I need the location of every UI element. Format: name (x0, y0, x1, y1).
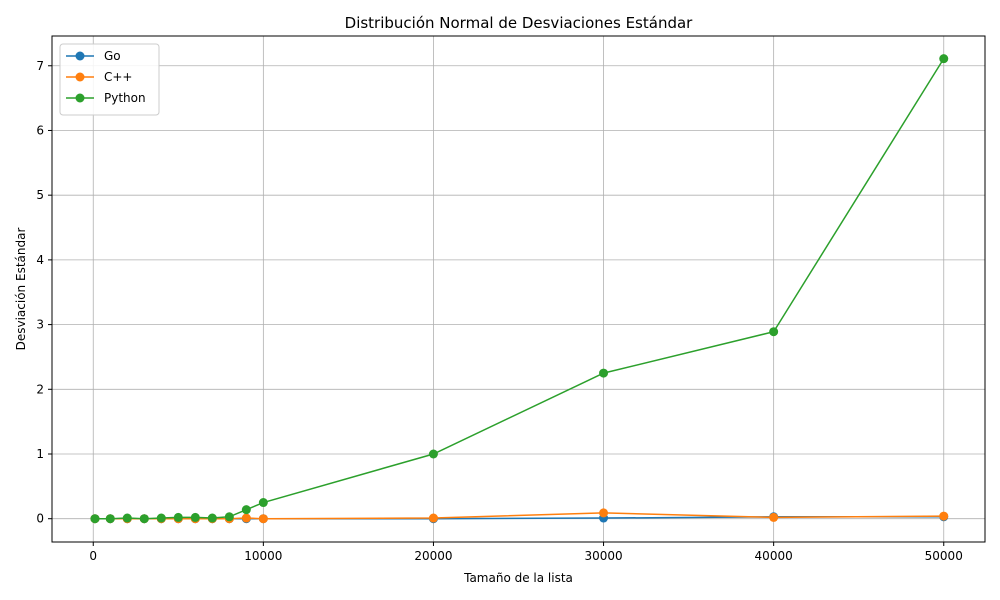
data-point (173, 512, 183, 522)
plot-frame (51, 35, 986, 543)
legend-marker (75, 51, 85, 61)
data-point (90, 514, 100, 524)
data-point (105, 514, 115, 524)
y-tick-label: 1 (36, 447, 44, 461)
y-tick-label: 4 (36, 253, 44, 267)
grid (52, 36, 985, 542)
y-tick-label: 6 (36, 123, 44, 137)
legend-label: C++ (104, 70, 133, 84)
data-point (258, 498, 268, 508)
series-c- (90, 508, 949, 524)
data-point (428, 513, 438, 523)
data-point (258, 514, 268, 524)
x-tick-label: 20000 (414, 549, 452, 563)
x-tick-label: 30000 (584, 549, 622, 563)
data-point (939, 54, 949, 64)
data-point (599, 368, 609, 378)
y-tick-label: 2 (36, 382, 44, 396)
y-tick-label: 7 (36, 59, 44, 73)
legend-marker (75, 93, 85, 103)
data-point (190, 512, 200, 522)
legend-item: Go (66, 49, 121, 63)
legend: Go C++ Python (59, 43, 160, 116)
legend-label: Go (104, 49, 121, 63)
data-point (769, 512, 779, 522)
data-point (241, 505, 251, 515)
legend-item: C++ (66, 70, 133, 84)
y-tick-label: 0 (36, 512, 44, 526)
x-tick-label: 50000 (925, 549, 963, 563)
data-point (599, 508, 609, 518)
y-tick-label: 3 (36, 318, 44, 332)
x-axis-label: Tamaño de la lista (463, 571, 573, 585)
axis-ticks: 0 10000 20000 30000 40000 50000 0 1 2 3 4 5 6 7 (36, 59, 962, 563)
legend-item: Python (66, 91, 146, 105)
data-point (769, 327, 779, 337)
series-lines (90, 54, 949, 524)
data-point (156, 513, 166, 523)
y-tick-label: 5 (36, 188, 44, 202)
legend-label: Python (104, 91, 146, 105)
series-python (90, 54, 949, 524)
data-point (241, 513, 251, 523)
data-point (139, 514, 149, 524)
data-point (122, 513, 132, 523)
x-tick-label: 40000 (755, 549, 793, 563)
data-point (428, 449, 438, 459)
data-point (224, 512, 234, 522)
y-axis-label: Desviación Estándar (14, 228, 28, 351)
series-line (94, 58, 945, 520)
chart-title: Distribución Normal de Desviaciones Está… (345, 14, 694, 32)
data-point (939, 511, 949, 521)
data-point (207, 513, 217, 523)
x-tick-label: 0 (89, 549, 97, 563)
x-tick-label: 10000 (244, 549, 282, 563)
legend-marker (75, 72, 85, 82)
